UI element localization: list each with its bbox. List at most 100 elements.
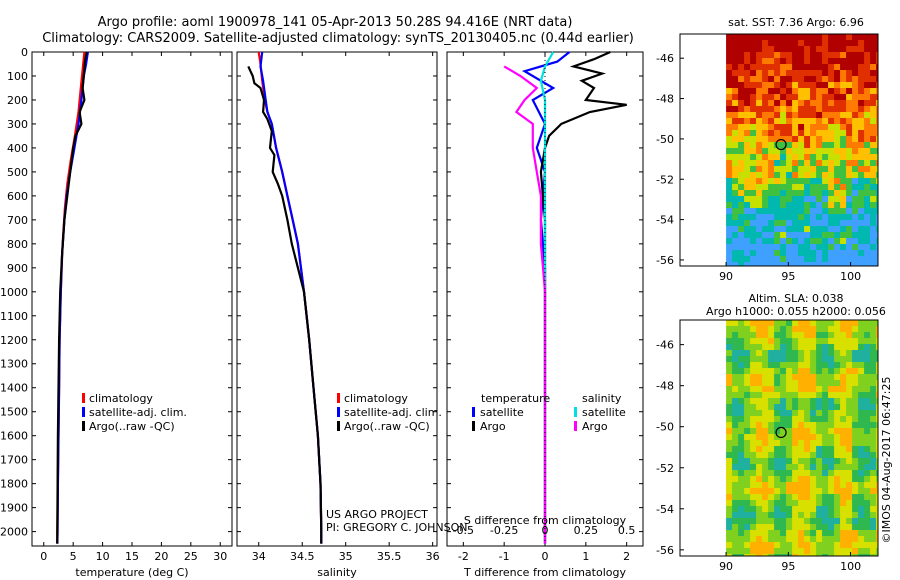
map-cell xyxy=(798,446,805,453)
map-cell xyxy=(762,458,769,465)
map-cell xyxy=(804,518,811,525)
map-cell xyxy=(768,512,775,519)
map-cell xyxy=(798,410,805,417)
map-cell xyxy=(786,386,793,393)
map-cell xyxy=(858,100,865,107)
map-cell xyxy=(774,34,781,41)
map-cell xyxy=(750,154,757,161)
map-cell xyxy=(804,506,811,513)
map-cell xyxy=(858,440,865,447)
map-cell xyxy=(846,350,853,357)
map-cell xyxy=(768,34,775,41)
map-cell xyxy=(756,46,763,53)
map-cell xyxy=(828,214,835,221)
map-cell xyxy=(738,136,745,143)
map-cell xyxy=(840,416,847,423)
map-cell xyxy=(750,350,757,357)
map-cell xyxy=(834,398,841,405)
map-cell xyxy=(822,410,829,417)
map-cell xyxy=(810,512,817,519)
legend-swatch xyxy=(337,421,340,431)
map-cell xyxy=(834,208,841,215)
map-cell xyxy=(804,458,811,465)
map-cell xyxy=(780,142,787,149)
map-cell xyxy=(750,464,757,471)
map-cell xyxy=(738,518,745,525)
map-cell xyxy=(834,350,841,357)
map-cell xyxy=(762,536,769,543)
map-cell xyxy=(744,232,751,239)
map-cell xyxy=(762,494,769,501)
map-cell xyxy=(738,244,745,251)
map-cell xyxy=(750,142,757,149)
map-cell xyxy=(786,344,793,351)
map-cell xyxy=(870,94,877,101)
map-cell xyxy=(732,332,739,339)
map-cell xyxy=(870,58,877,65)
map-cell xyxy=(786,410,793,417)
map-cell xyxy=(762,172,769,179)
map-cell xyxy=(756,88,763,95)
map-cell xyxy=(822,58,829,65)
map-cell xyxy=(780,518,787,525)
map-cell xyxy=(876,482,879,489)
map-cell xyxy=(798,94,805,101)
map-cell xyxy=(762,332,769,339)
s-tick-label: 0.5 xyxy=(618,524,636,537)
map-cell xyxy=(768,350,775,357)
map-cell xyxy=(858,106,865,113)
map-cell xyxy=(768,136,775,143)
map-cell xyxy=(726,202,733,209)
map-cell xyxy=(792,362,799,369)
map-cell xyxy=(780,482,787,489)
map-cell xyxy=(780,160,787,167)
map-cell xyxy=(852,136,859,143)
map-cell xyxy=(858,58,865,65)
map-cell xyxy=(810,344,817,351)
map-cell xyxy=(792,554,799,557)
map-cell xyxy=(726,476,733,483)
map-cell xyxy=(732,118,739,125)
map-cell xyxy=(822,332,829,339)
map-x-tick-label: 100 xyxy=(840,560,861,573)
map-cell xyxy=(840,428,847,435)
map-cell xyxy=(780,398,787,405)
map-cell xyxy=(840,530,847,537)
map-cell xyxy=(834,70,841,77)
legend-label: Argo(..raw -QC) xyxy=(344,420,430,433)
map-cell xyxy=(828,434,835,441)
map-cell xyxy=(870,452,877,459)
map-cell xyxy=(858,154,865,161)
map-cell xyxy=(792,416,799,423)
map-cell xyxy=(738,392,745,399)
map-cell xyxy=(804,320,811,327)
map-cell xyxy=(762,392,769,399)
map-cell xyxy=(780,40,787,47)
map-cell xyxy=(828,238,835,245)
map-cell xyxy=(726,184,733,191)
map-cell xyxy=(786,350,793,357)
map-cell xyxy=(798,76,805,83)
map-cell xyxy=(756,250,763,257)
legend-heading: temperature xyxy=(481,392,550,405)
map-cell xyxy=(798,46,805,53)
map-cell xyxy=(840,142,847,149)
map-cell xyxy=(834,166,841,173)
map-cell xyxy=(870,548,877,555)
map-cell xyxy=(726,160,733,167)
map-cell xyxy=(876,106,879,113)
map-cell xyxy=(870,166,877,173)
map-cell xyxy=(816,506,823,513)
map-cell xyxy=(840,410,847,417)
map-cell xyxy=(816,214,823,221)
map-cell xyxy=(792,94,799,101)
map-cell xyxy=(858,76,865,83)
map-cell xyxy=(798,338,805,345)
map-cell xyxy=(816,190,823,197)
map-cell xyxy=(768,190,775,197)
map-cell xyxy=(834,548,841,555)
map-cell xyxy=(816,238,823,245)
map-cell xyxy=(864,506,871,513)
map-cell xyxy=(828,398,835,405)
map-cell xyxy=(732,226,739,233)
